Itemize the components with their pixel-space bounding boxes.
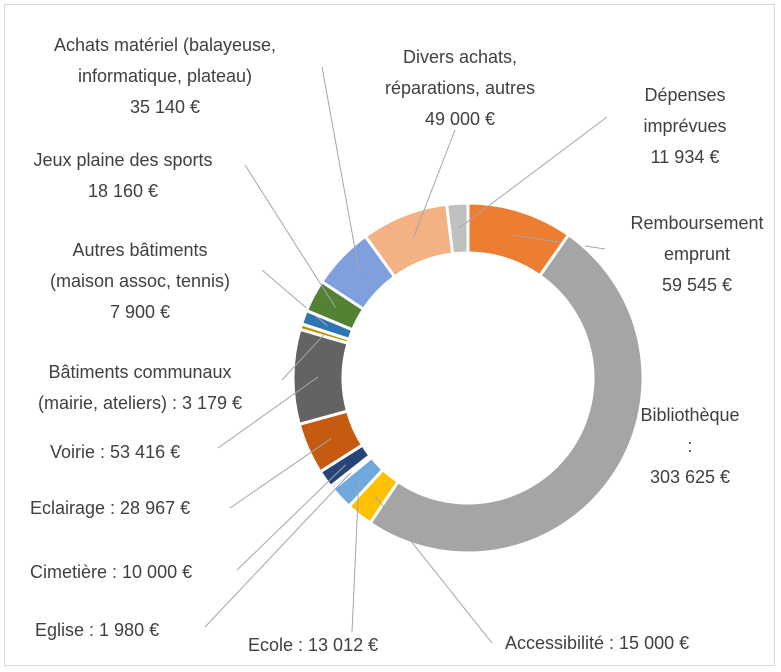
category-label: Accessibilité : [505,633,615,653]
data-label: Eclairage :28 967 € [30,493,190,524]
leader-line [204,471,352,628]
leader-line [229,438,332,509]
value-label: 7 900 € [109,302,171,322]
frame [4,4,775,666]
data-label: Divers achats, réparations, autres 49 000… [385,42,535,135]
leader-line [261,269,328,327]
data-label: Remboursement emprunt 59 545 € [630,208,763,301]
leader-line [244,164,337,308]
leader-line [591,424,611,464]
category-label: Bibliothèque : [640,405,740,456]
leader-line [458,116,608,229]
data-label: Achats matériel (balayeuse, informatique… [54,30,276,123]
value-label: 11 934 € [650,147,720,167]
category-label: Eglise : [35,620,95,640]
data-label: Eglise :1 980 € [35,615,159,646]
value-label: 1 980 € [99,620,160,640]
leader-line [236,464,347,571]
category-label: Bâtiments communaux (mairie, ateliers) : [37,362,232,413]
category-label: Achats matériel (balayeuse, informatique… [53,35,277,86]
value-label: 18 160 € [87,181,159,201]
value-label: 28 967 € [120,498,191,518]
slice [367,232,645,555]
data-label: Bibliothèque : 303 625 € [640,400,739,493]
value-label: 15 000 € [619,633,690,653]
leader-line [374,495,493,644]
value-label: 49 000 € [424,109,496,129]
data-label: Ecole :13 012 € [248,630,378,661]
category-label: Eclairage : [30,498,116,518]
data-label: Accessibilité :15 000 € [505,628,689,659]
leader-line [217,376,319,449]
category-label: Cimetière : [30,562,118,582]
category-label: Dépenses imprévues [643,85,727,136]
value-label: 53 416 € [110,442,181,462]
value-label: 3 179 € [181,393,243,413]
category-label: Voirie : [50,442,106,462]
leader-line [513,234,606,250]
category-label: Autres bâtiments (maison assoc, tennis) [49,240,231,291]
category-label: Ecole : [248,635,304,655]
leader-line [412,129,456,239]
category-label: Remboursement emprunt [630,213,764,264]
data-label: Jeux plaine des sports 18 160 € [33,145,212,207]
slice [291,327,350,427]
value-label: 59 545 € [661,275,733,295]
leader-line [321,66,361,275]
value-label: 10 000 € [122,562,193,582]
slice [444,201,470,256]
value-label: 35 140 € [129,97,201,117]
leader-line [281,333,325,381]
leader-line [351,480,360,633]
category-label: Divers achats, réparations, autres [384,47,536,98]
data-label: Autres bâtiments (maison assoc, tennis) 7… [50,235,230,328]
category-label: Jeux plaine des sports [33,150,213,170]
data-label: Bâtiments communaux (mairie, ateliers) :… [38,357,242,419]
data-label: Dépenses imprévues 11 934 € [643,80,726,173]
value-label: 303 625 € [649,467,731,487]
data-label: Cimetière :10 000 € [30,557,192,588]
value-label: 13 012 € [308,635,379,655]
data-label: Voirie :53 416 € [50,437,180,468]
